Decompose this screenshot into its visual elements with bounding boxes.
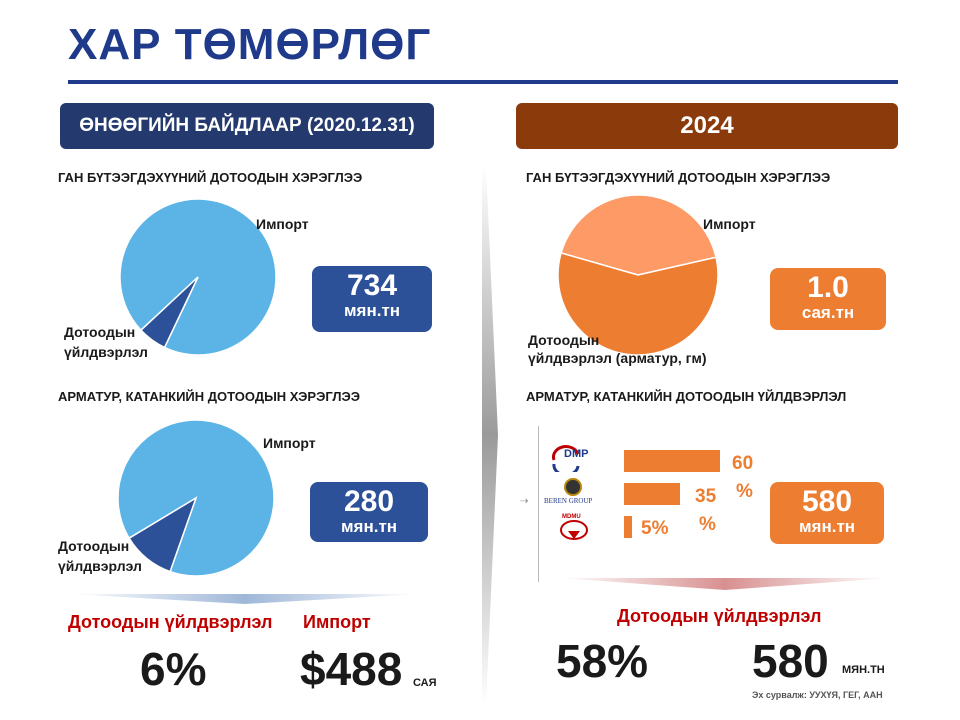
bar-mdmu [624, 516, 632, 538]
right-pie-domestic-label-2: үйлдвэрлэл (арматур, гм) [528, 350, 707, 366]
right-pie-import-label: Импорт [703, 216, 756, 232]
title-divider [68, 80, 898, 84]
bar-dmp-percent: % [736, 481, 753, 502]
bar-beren-percent: % [699, 514, 716, 535]
left-unit-2: мян.тн [340, 517, 398, 536]
mdmu-logo: MDMU [556, 514, 592, 544]
left-pie2-import-label: Импорт [263, 435, 316, 451]
left-pie1-import-label: Импорт [256, 216, 309, 232]
left-unit-1: мян.тн [343, 301, 401, 320]
page-title: ХАР ТӨМӨРЛӨГ [68, 20, 432, 69]
left-chart1-subtitle: ГАН БҮТЭЭГДЭХҮҮНИЙ ДОТООДЫН ХЭРЭГЛЭЭ [58, 170, 363, 185]
left-summary-import-unit: САЯ [413, 677, 437, 689]
center-divider-arrow [482, 165, 498, 705]
left-pie-rebar-consumption [117, 419, 275, 577]
left-chart2-subtitle: АРМАТУР, КАТАНКИЙН ДОТООДЫН ХЭРЭГЛЭЭ [58, 389, 360, 404]
right-pie-domestic-label-1: Дотоодын [528, 332, 600, 348]
pie3-slice-import [560, 194, 717, 276]
right-summary-domestic-value: 58% [556, 635, 649, 687]
dmp-logo-icon [552, 445, 580, 472]
left-pie2-domestic-label-2: үйлдвэрлэл [58, 558, 142, 574]
left-value-2: 280 [343, 485, 395, 518]
right-summary-production-unit: МЯН.ТН [842, 664, 885, 676]
pie1-slice-domestic [139, 276, 199, 349]
right-shadow-divider [560, 578, 890, 590]
left-summary-import-label: Импорт [303, 612, 371, 632]
bar-beren-label: 35 [695, 486, 717, 507]
left-pie1-domestic-label-1: Дотоодын [64, 324, 136, 340]
dmp-logo-text: DMP [564, 448, 589, 460]
right-unit-2: мян.тн [798, 517, 856, 536]
right-header: 2024 [516, 103, 898, 149]
right-pie-steel-consumption [557, 194, 719, 356]
bar-dmp [624, 450, 720, 472]
right-chart1-subtitle: ГАН БҮТЭЭГДЭХҮҮНИЙ ДОТООДЫН ХЭРЭГЛЭЭ [526, 170, 831, 185]
left-summary-domestic-value: 6% [140, 643, 207, 695]
beren-logo-icon [564, 478, 582, 496]
left-header: ӨНӨӨГИЙН БАЙДЛААР (2020.12.31) [60, 103, 434, 149]
left-pie2-domestic-label-1: Дотоодын [58, 538, 130, 554]
left-value-box-1: 734 мян.тн [312, 266, 432, 332]
bar-dmp-label: 60 [732, 453, 754, 474]
bar-mdmu-label: 5% [641, 518, 669, 539]
beren-group-logo: BEREN GROUP [544, 478, 608, 508]
left-value-1: 734 [346, 269, 398, 302]
mdmu-logo-icon [560, 520, 588, 540]
right-value-box-1: 1.0 сая.тн [770, 268, 886, 330]
bar-chart-axis [538, 426, 539, 582]
right-summary-production-value: 580 [752, 635, 829, 687]
pie3-slice-domestic [557, 252, 719, 356]
mdmu-logo-text: MDMU [562, 514, 581, 520]
right-summary-domestic-label: Дотоодын үйлдвэрлэл [617, 606, 822, 626]
source-note: Эх сурвалж: УУХҮЯ, ГЕГ, ААН [752, 690, 883, 700]
right-value-1: 1.0 [807, 271, 849, 304]
right-unit-1: сая.тн [801, 303, 855, 322]
right-value-box-2: 580 мян.тн [770, 482, 884, 544]
beren-logo-text: BEREN GROUP [544, 497, 593, 505]
pie2-slice-domestic [128, 496, 198, 573]
left-summary-domestic-label: Дотоодын үйлдвэрлэл [68, 612, 273, 632]
bar-beren [624, 483, 680, 505]
right-chart2-subtitle: АРМАТУР, КАТАНКИЙН ДОТООДЫН ҮЙЛДВЭРЛЭЛ [526, 389, 847, 404]
left-pie-steel-consumption [119, 198, 277, 356]
left-pie1-domestic-label-2: үйлдвэрлэл [64, 344, 148, 360]
left-shadow-divider [70, 594, 420, 604]
arrow-icon: ⇢ [520, 496, 529, 507]
left-summary-import-value: $488 [300, 643, 403, 695]
dmp-logo: DMP [550, 442, 598, 472]
right-value-2: 580 [801, 485, 853, 518]
left-value-box-2: 280 мян.тн [310, 482, 428, 542]
